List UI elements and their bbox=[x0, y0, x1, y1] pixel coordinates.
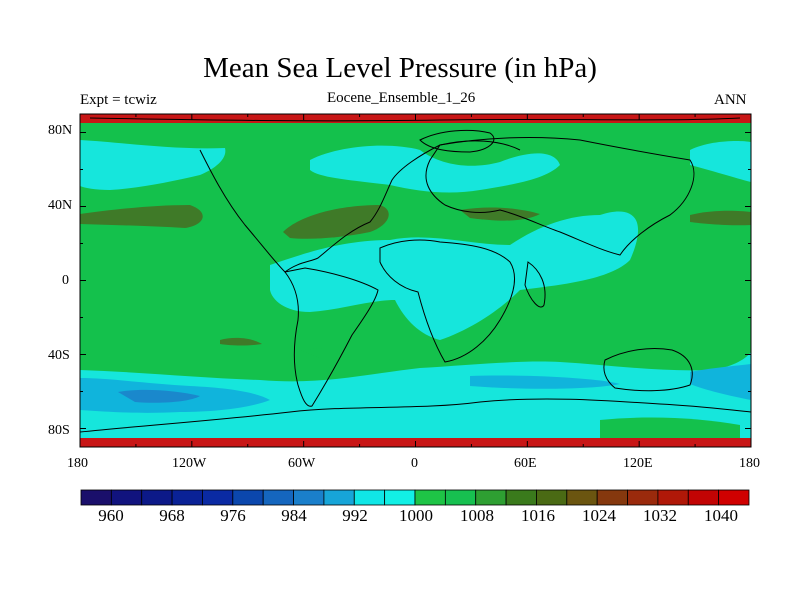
colorbar-swatch bbox=[353, 489, 386, 506]
colorbar-swatch bbox=[657, 489, 689, 506]
cbar-label-968: 968 bbox=[159, 506, 185, 525]
antarctic-high bbox=[600, 417, 740, 438]
colorbar-swatch bbox=[384, 489, 416, 506]
lat-label-80s: 80S bbox=[48, 423, 70, 438]
eurasia-coast bbox=[425, 137, 695, 256]
chart-title: Mean Sea Level Pressure (in hPa) bbox=[203, 52, 597, 84]
cbar-label-960: 960 bbox=[98, 506, 124, 525]
axis-ticks bbox=[79, 114, 752, 447]
colorbar-swatch bbox=[171, 489, 203, 506]
south-pacific-high bbox=[220, 337, 262, 346]
colorbar-swatch bbox=[262, 489, 294, 506]
cbar-label-1000: 1000 bbox=[399, 506, 433, 525]
lon-label-0: 0 bbox=[411, 456, 418, 471]
colorbar-swatch bbox=[293, 489, 325, 506]
lon-label-180e: 180 bbox=[739, 456, 760, 471]
south-america-coast bbox=[284, 267, 379, 407]
lat-label-80n: 80N bbox=[48, 123, 73, 138]
arctic-coast bbox=[89, 117, 741, 122]
lat-label-40n: 40N bbox=[48, 198, 73, 213]
north-pacific-west-high bbox=[80, 205, 203, 228]
experiment-label: Expt = tcwiz bbox=[80, 92, 157, 108]
colorbar-swatch bbox=[566, 489, 598, 506]
lon-label-120w: 120W bbox=[172, 456, 207, 471]
colorbar bbox=[80, 489, 750, 506]
colorbar-swatch bbox=[687, 489, 720, 506]
colorbar-swatch bbox=[110, 489, 143, 506]
north-atlantic-low bbox=[310, 145, 560, 193]
north-atlantic-high bbox=[283, 205, 389, 239]
greenland-coast bbox=[419, 129, 495, 153]
lon-label-60e: 60E bbox=[514, 456, 537, 471]
north-pacific-east-low bbox=[690, 140, 751, 182]
colorbar-swatch bbox=[202, 489, 234, 506]
cbar-label-1024: 1024 bbox=[582, 506, 616, 525]
colorbar-swatch bbox=[627, 489, 659, 506]
colorbar-swatch bbox=[718, 489, 750, 506]
colorbar-swatch bbox=[232, 489, 264, 506]
australia-coast bbox=[603, 347, 693, 392]
cbar-label-1040: 1040 bbox=[704, 506, 738, 525]
cbar-label-1032: 1032 bbox=[643, 506, 677, 525]
africa-coast bbox=[379, 239, 516, 363]
colorbar-swatch bbox=[141, 489, 173, 506]
ensemble-label: Eocene_Ensemble_1_26 bbox=[327, 90, 476, 106]
antarctica-coast bbox=[80, 398, 751, 433]
lon-label-60w: 60W bbox=[288, 456, 316, 471]
cbar-label-1008: 1008 bbox=[460, 506, 494, 525]
colorbar-swatch bbox=[80, 489, 112, 506]
southern-ocean-deepest-low bbox=[118, 389, 200, 403]
lat-label-40s: 40S bbox=[48, 348, 70, 363]
colorbar-swatch bbox=[536, 489, 568, 506]
cbar-label-976: 976 bbox=[220, 506, 246, 525]
cbar-label-984: 984 bbox=[281, 506, 307, 525]
lon-label-180w: 180 bbox=[67, 456, 88, 471]
cbar-label-992: 992 bbox=[342, 506, 368, 525]
india-coast bbox=[524, 261, 546, 308]
colorbar-swatch bbox=[444, 489, 477, 506]
lat-label-0: 0 bbox=[62, 273, 69, 288]
cbar-label-1016: 1016 bbox=[521, 506, 555, 525]
colorbar-swatch bbox=[596, 489, 628, 506]
tethys-high bbox=[460, 207, 540, 221]
season-label: ANN bbox=[714, 92, 747, 108]
indian-ocean-low bbox=[470, 375, 620, 389]
colorbar-swatch bbox=[414, 489, 446, 506]
east-southern-low bbox=[690, 364, 751, 400]
colorbar-swatch bbox=[505, 489, 537, 506]
lon-label-120e: 120E bbox=[623, 456, 653, 471]
tropical-low bbox=[270, 211, 639, 340]
south-atlantic-high bbox=[300, 346, 470, 360]
colorbar-swatch bbox=[323, 489, 355, 506]
north-pacific-east-high bbox=[690, 210, 751, 226]
north-pacific-low bbox=[80, 140, 226, 190]
colorbar-swatch bbox=[475, 489, 507, 506]
